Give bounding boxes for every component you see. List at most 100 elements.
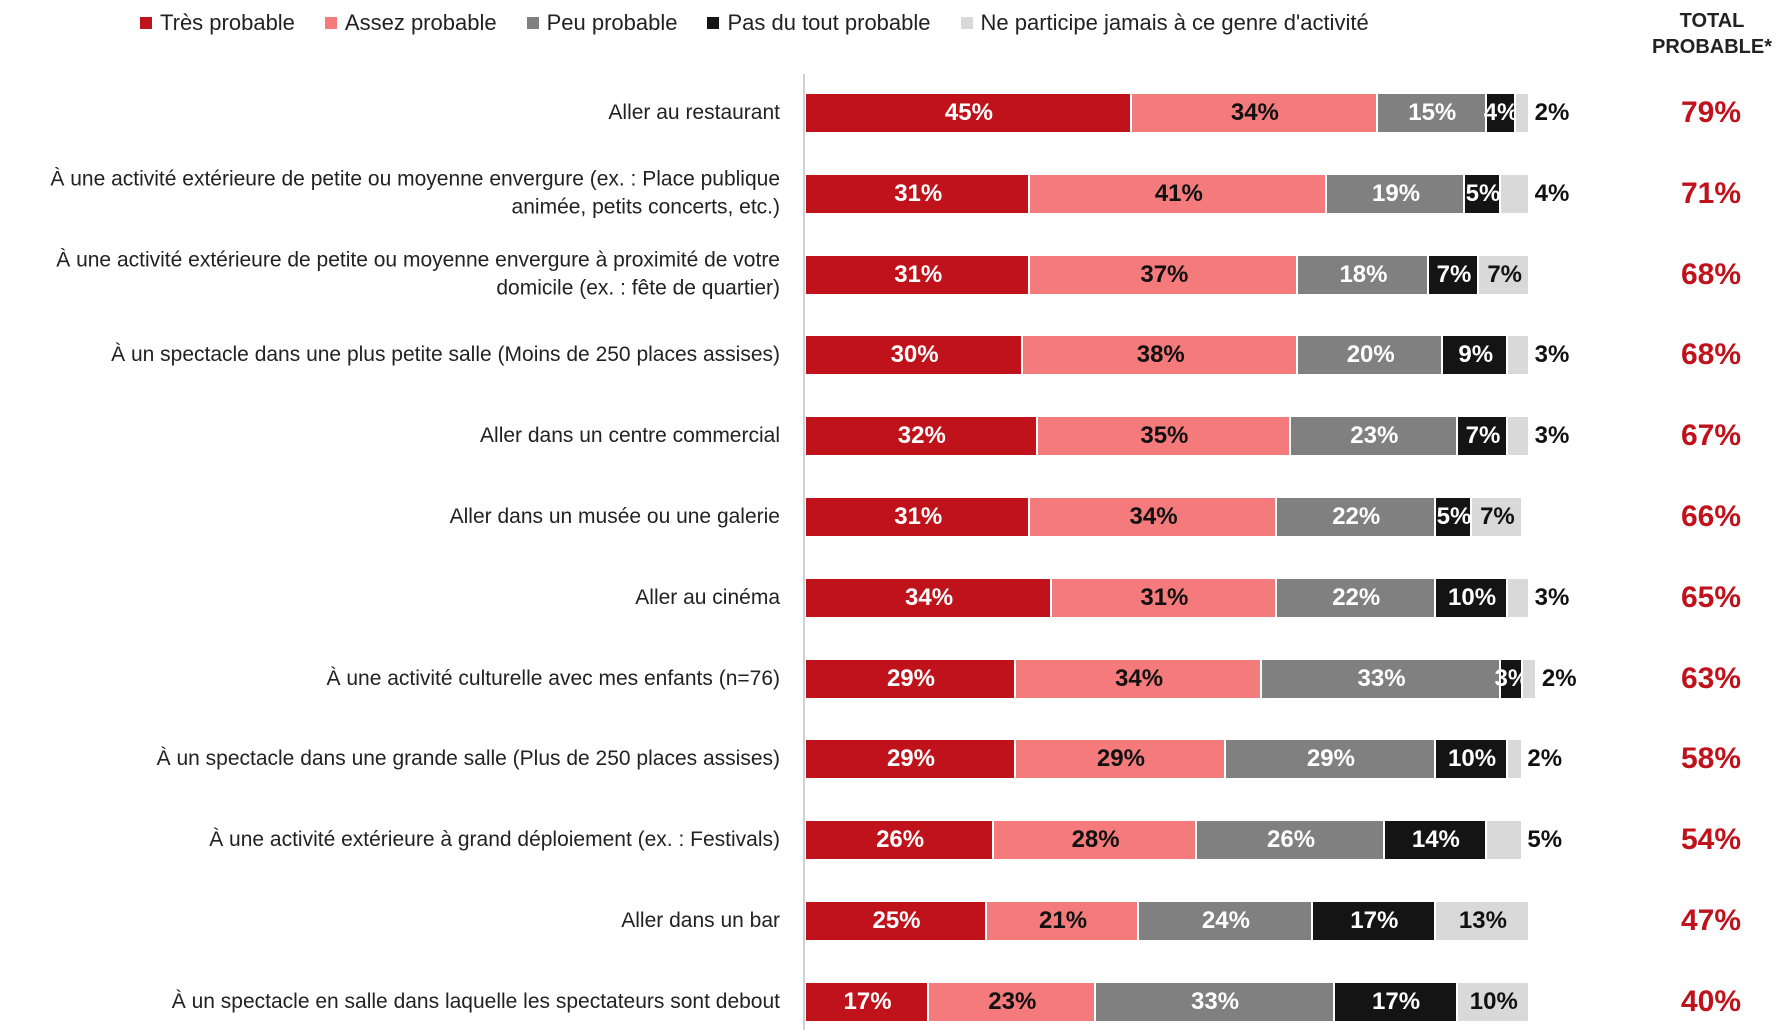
bar-segment xyxy=(1276,498,1436,536)
value-label: 20% xyxy=(1346,341,1395,369)
category-label: Aller au restaurant xyxy=(608,100,780,124)
value-label: 31% xyxy=(894,179,943,207)
bar-segment xyxy=(1501,174,1530,213)
bar-segment xyxy=(806,336,1024,375)
bar-segment xyxy=(1139,902,1313,940)
bar-segment xyxy=(806,94,1132,132)
value-label: 5% xyxy=(1436,503,1472,530)
bar-segment xyxy=(1095,982,1335,1021)
value-label: 28% xyxy=(1071,826,1120,854)
value-label: 35% xyxy=(1140,422,1189,450)
bar-segment xyxy=(1037,417,1292,456)
legend-item: Très probable xyxy=(140,10,295,36)
bar-segment xyxy=(806,498,1031,536)
bar-segment xyxy=(806,174,1031,213)
bar-segment xyxy=(1443,336,1509,375)
bar-segment xyxy=(1522,659,1538,698)
totals-header: TOTAL PROBABLE* xyxy=(1651,10,1772,58)
legend-item: Peu probable xyxy=(526,10,677,36)
value-label: 34% xyxy=(905,583,954,611)
value-label: 33% xyxy=(1191,987,1240,1015)
total-label: 65% xyxy=(1680,580,1742,614)
bar-segment xyxy=(1464,174,1502,213)
category-label: À un spectacle en salle dans laquelle le… xyxy=(171,989,780,1013)
bar-segment xyxy=(1015,659,1263,698)
legend-item: Assez probable xyxy=(324,10,497,36)
bar-segment xyxy=(1262,659,1502,698)
value-label: 22% xyxy=(1332,503,1381,530)
bar-segment xyxy=(1030,255,1299,294)
value-label: 3% xyxy=(1534,583,1570,611)
value-label: 9% xyxy=(1458,341,1494,369)
category-label: Aller dans un musée ou une galerie xyxy=(449,504,780,528)
bar-segment xyxy=(1030,174,1328,213)
value-label: 34% xyxy=(1115,664,1164,692)
value-label: 45% xyxy=(944,99,993,126)
total-label: 68% xyxy=(1680,257,1742,291)
category-label: À un spectacle dans une grande salle (Pl… xyxy=(156,747,780,771)
value-label: 2% xyxy=(1527,745,1563,773)
bar-segment xyxy=(994,821,1197,860)
legend-swatch xyxy=(960,17,973,29)
value-label: 23% xyxy=(988,987,1037,1015)
value-label: 3% xyxy=(1534,422,1570,450)
value-label: 37% xyxy=(1140,260,1189,288)
bar-segment xyxy=(1457,417,1509,456)
category-label: À une activité extérieure de petite ou m… xyxy=(50,167,780,219)
value-label: 31% xyxy=(894,503,943,530)
bar-segment xyxy=(806,578,1053,617)
value-label: 7% xyxy=(1487,260,1522,288)
bar-segment xyxy=(1334,982,1458,1021)
value-label: 25% xyxy=(872,907,921,934)
value-label: 17% xyxy=(1372,987,1421,1015)
legend-swatch xyxy=(140,17,152,29)
value-label: 10% xyxy=(1469,987,1518,1015)
bar-segment xyxy=(1385,821,1487,860)
total-label: 79% xyxy=(1680,96,1742,129)
legend: Très probable Assez probable Peu probable P… xyxy=(140,10,1369,36)
value-label: 33% xyxy=(1357,664,1406,692)
value-label: 22% xyxy=(1332,583,1381,611)
bar-segment xyxy=(1377,94,1487,132)
value-label: 17% xyxy=(1350,907,1399,934)
bar-segment xyxy=(1196,821,1386,860)
value-label: 24% xyxy=(1201,907,1250,934)
value-label: 26% xyxy=(1267,826,1316,854)
bar-segment xyxy=(1023,336,1299,375)
value-label: 34% xyxy=(1230,99,1279,126)
value-label: 26% xyxy=(876,826,925,854)
bar-segment xyxy=(1015,740,1226,779)
bar-segment xyxy=(1312,902,1436,940)
value-label: 32% xyxy=(897,422,946,450)
bar-segment xyxy=(1131,94,1378,132)
value-label: 23% xyxy=(1350,422,1399,450)
value-label: 29% xyxy=(1096,745,1145,773)
value-label: 18% xyxy=(1339,260,1388,288)
legend-label: Pas du tout probable xyxy=(727,10,931,35)
bar-segment xyxy=(1327,174,1465,213)
category-label: Aller dans un bar xyxy=(621,908,780,932)
bar-segment xyxy=(929,982,1096,1021)
legend-item: Pas du tout probable xyxy=(707,10,931,36)
bar-segment xyxy=(1030,498,1277,536)
value-label: 7% xyxy=(1480,503,1515,530)
value-label: 10% xyxy=(1448,583,1497,611)
bar-segment xyxy=(806,255,1031,294)
value-label: 41% xyxy=(1154,179,1203,207)
legend-swatch xyxy=(707,17,720,29)
category-label: À un spectacle dans une plus petite sall… xyxy=(111,343,780,367)
bar-segment xyxy=(1435,578,1509,617)
category-label: À une activité extérieure de petite ou m… xyxy=(56,248,780,300)
value-label: 13% xyxy=(1458,907,1507,934)
value-label: 31% xyxy=(894,260,943,288)
bar-segment xyxy=(1276,578,1436,617)
legend-swatch xyxy=(324,17,337,29)
total-label: 66% xyxy=(1680,500,1742,533)
category-label: À une activité extérieure à grand déploi… xyxy=(209,828,780,852)
value-label: 29% xyxy=(886,745,935,773)
category-label: Aller au cinéma xyxy=(635,585,780,609)
total-label: 67% xyxy=(1680,419,1742,453)
total-label: 40% xyxy=(1680,984,1742,1018)
bar-segment xyxy=(1508,417,1530,456)
